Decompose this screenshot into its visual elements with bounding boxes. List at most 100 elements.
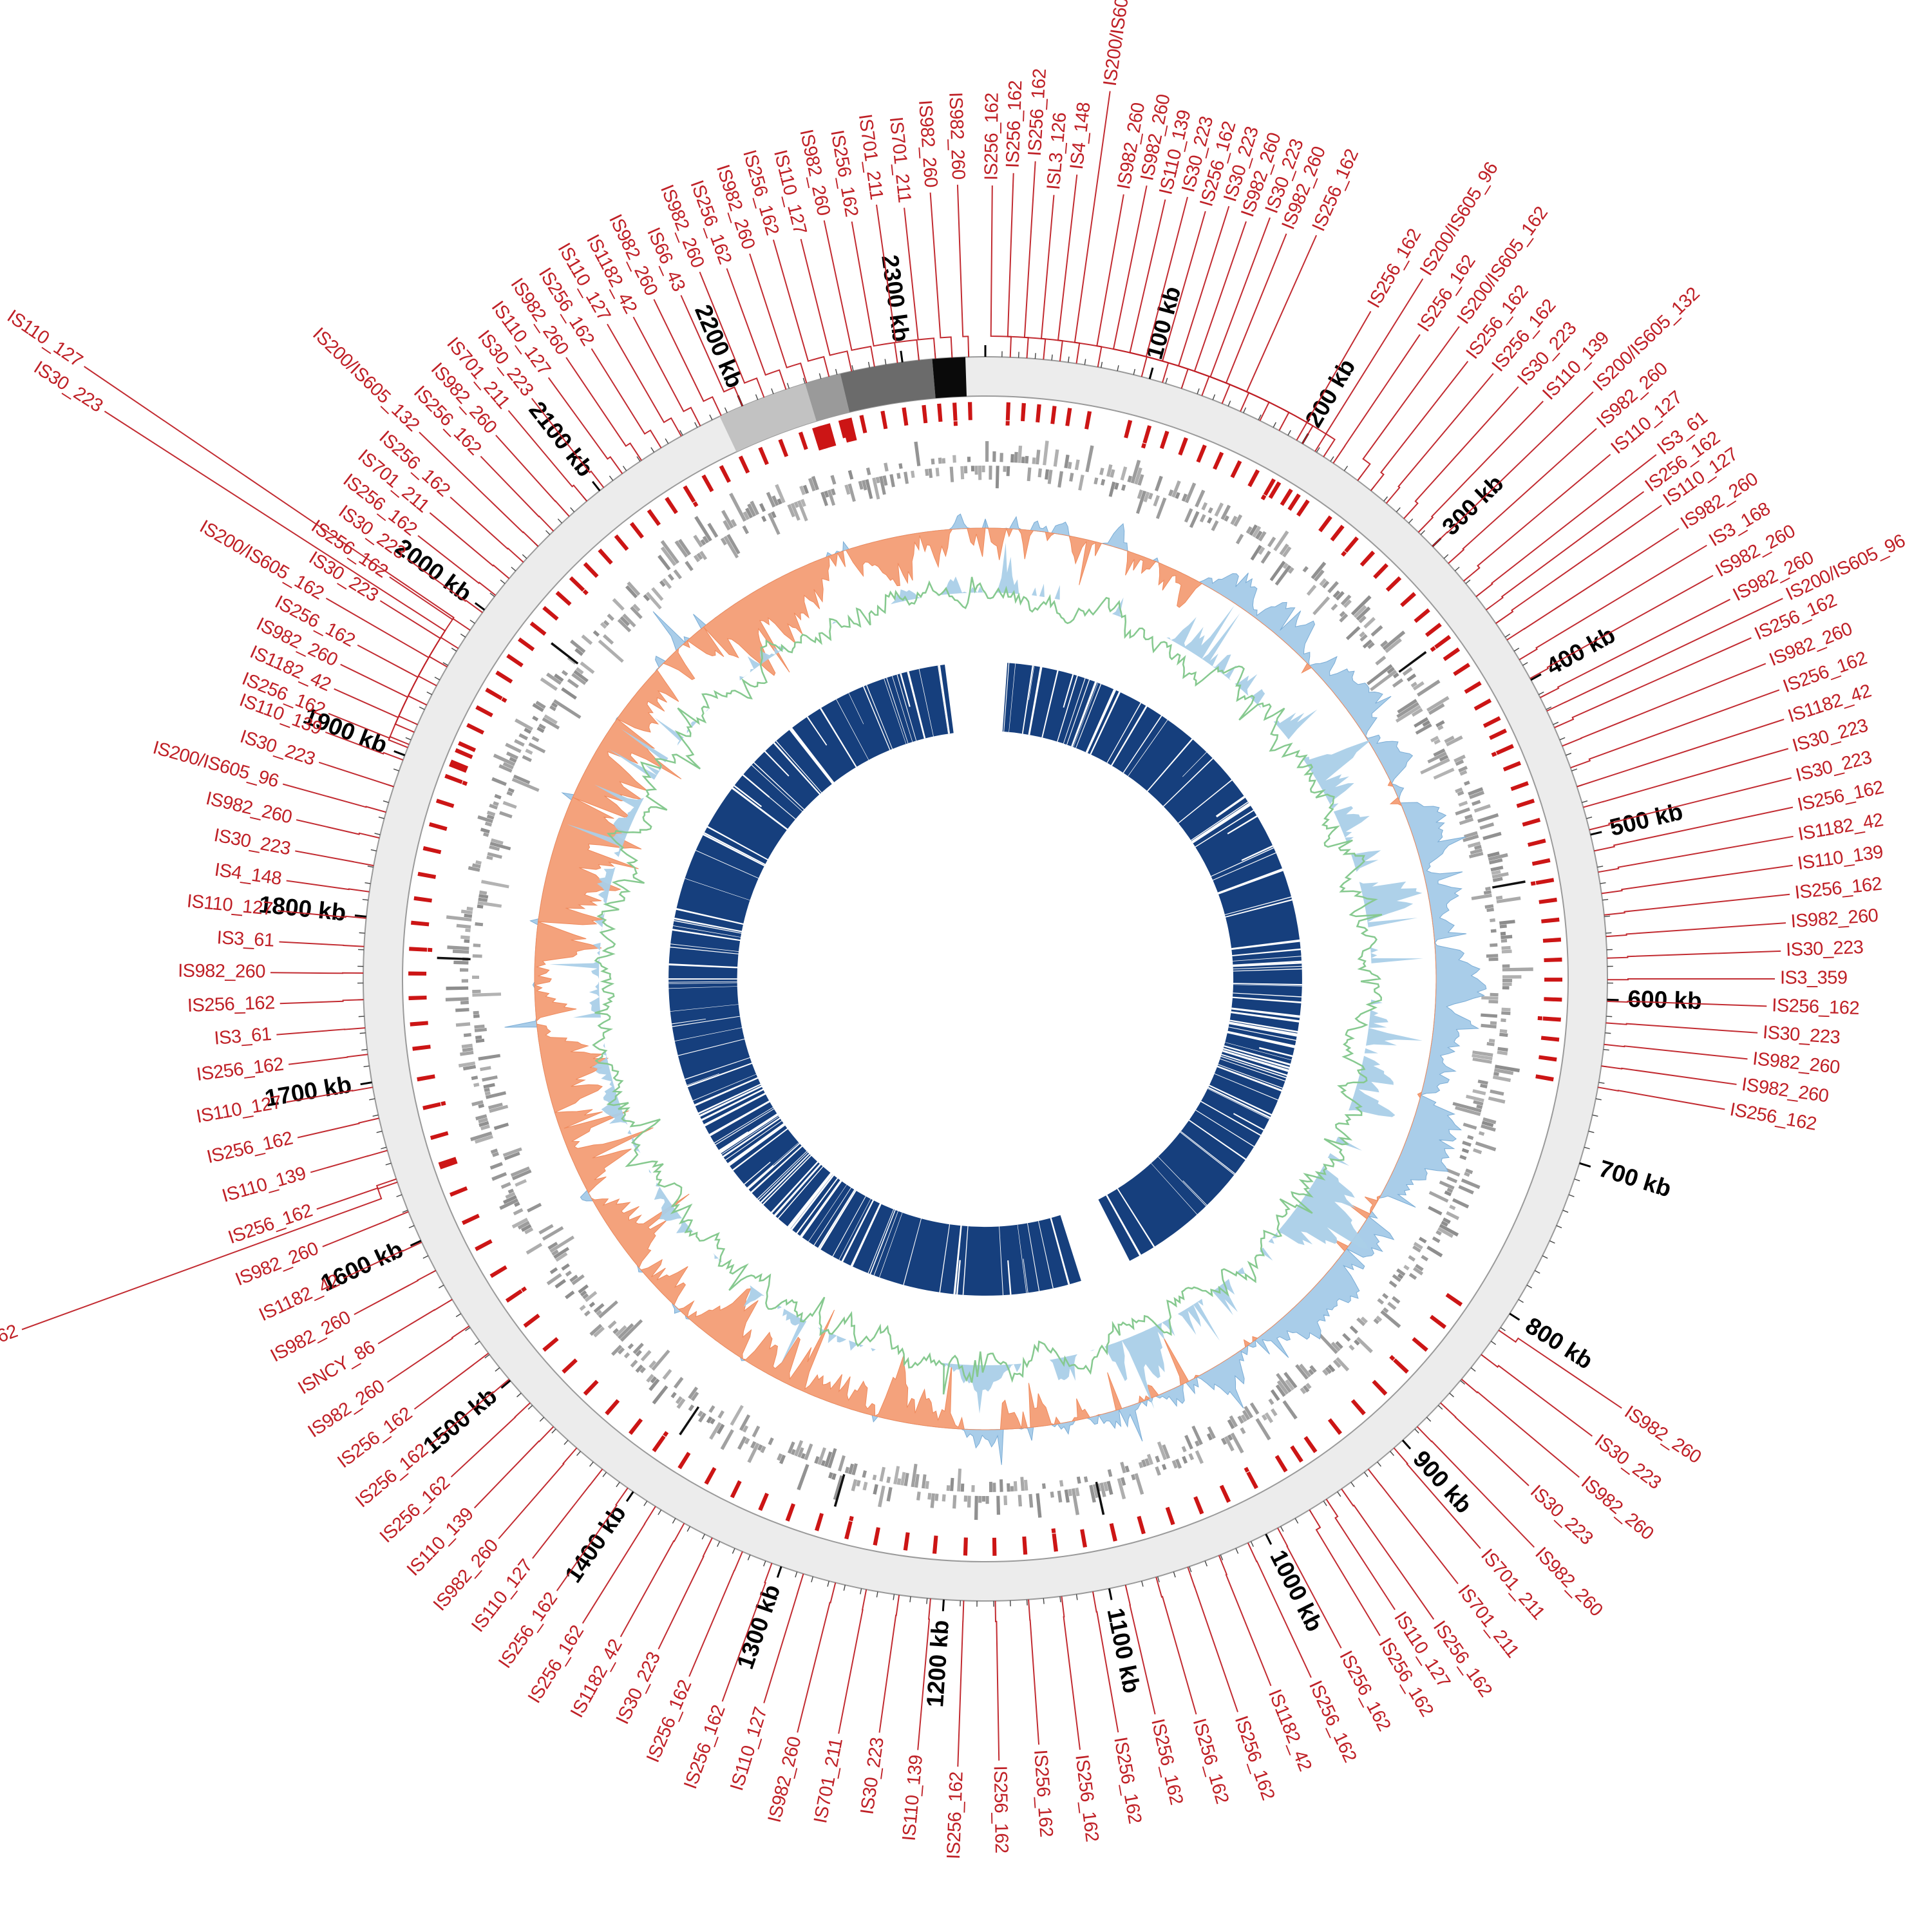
gene-bar <box>1426 1245 1443 1258</box>
gene-bar <box>700 539 706 545</box>
scale-tick <box>1538 691 1544 696</box>
coverage-gap-line <box>709 1100 770 1137</box>
is-connector <box>334 688 418 726</box>
gene-bar <box>1443 1217 1451 1224</box>
is-connector <box>878 1595 900 1733</box>
gene-black-mark <box>437 956 471 961</box>
is-connector <box>1589 777 1792 831</box>
gene-bar <box>1282 546 1292 558</box>
gene-bar <box>570 639 586 654</box>
scale-tick <box>1034 353 1036 359</box>
is-label: IS256_162 <box>1147 1717 1187 1807</box>
is-connector <box>480 455 554 532</box>
gene-bar <box>1162 1444 1170 1459</box>
gene-bar <box>578 1284 589 1294</box>
gene-bar <box>886 1487 893 1502</box>
gene-bar <box>474 1135 493 1144</box>
is-label: IS30_223 <box>1786 937 1864 960</box>
scale-tick <box>724 407 728 413</box>
is-connector <box>310 1150 388 1173</box>
gene-bar <box>957 1468 961 1492</box>
coverage-gap-line <box>698 1083 761 1115</box>
gene-bar <box>1446 1211 1459 1220</box>
gene-bar <box>486 1091 506 1099</box>
gene-bar <box>1220 504 1231 520</box>
gene-bar <box>514 739 525 747</box>
gene-bar <box>1013 1481 1018 1492</box>
coverage-gap-line <box>674 1027 743 1041</box>
coverage-gap-line <box>1122 715 1162 773</box>
is-connector <box>377 1298 453 1345</box>
scale-tick <box>1133 368 1136 375</box>
is-connector <box>565 357 642 461</box>
scale-tick <box>747 1555 751 1560</box>
scale-tick <box>545 530 551 535</box>
gene-bar <box>1339 611 1346 618</box>
gene-bar <box>505 743 522 753</box>
gene-bar <box>1370 670 1397 692</box>
gene-bar <box>1420 758 1450 775</box>
gene-bar <box>658 554 671 571</box>
is-label: IS256_162 <box>981 93 1002 180</box>
coverage-gap-line <box>775 741 822 793</box>
coverage-gap-line <box>1017 1224 1027 1293</box>
gene-bar <box>670 1392 677 1399</box>
is-mark <box>1080 1529 1087 1548</box>
is-mark <box>1434 635 1452 649</box>
gene-bar <box>1182 1455 1188 1464</box>
gene-bar <box>478 894 489 899</box>
gene-bar <box>1356 606 1371 621</box>
scale-tick <box>819 373 822 379</box>
gene-bar <box>866 467 871 475</box>
gene-bar <box>904 1473 909 1486</box>
is-mark <box>1022 1536 1028 1555</box>
is-label: IS256_162 <box>1794 873 1882 903</box>
scale-tick <box>378 817 384 819</box>
gene-bar <box>1422 720 1430 727</box>
is-label: IS256_162 <box>990 1765 1012 1853</box>
gene-bar <box>1486 1042 1495 1046</box>
gene-bar <box>627 581 641 596</box>
coverage-gap-line <box>1233 983 1302 986</box>
is-mark <box>1522 817 1541 827</box>
is-mark <box>1385 576 1402 592</box>
gene-bar <box>1354 1339 1360 1346</box>
scale-tick <box>1426 1417 1432 1422</box>
gene-bar <box>603 634 614 645</box>
scale-tick <box>616 1482 620 1488</box>
is-label: IS982_260 <box>764 1735 806 1825</box>
gene-bar <box>1021 457 1025 464</box>
gene-bar <box>1501 934 1513 940</box>
coverage-gap-line <box>706 826 768 860</box>
is-label: IS982_260 <box>945 91 969 180</box>
gene-bar <box>471 1100 484 1106</box>
gene-bar <box>693 554 701 562</box>
gene-bar <box>1468 787 1484 796</box>
coverage-gap-line <box>1227 1032 1295 1048</box>
gene-bar <box>475 1038 485 1043</box>
scale-tick <box>1396 507 1401 513</box>
gene-bar <box>1499 924 1507 929</box>
is-connector <box>823 220 875 367</box>
gene-bar <box>1155 497 1167 519</box>
gene-bar <box>851 1479 858 1492</box>
gene-bar <box>1020 1477 1025 1491</box>
coverage-gap-line <box>751 764 803 812</box>
scale-tick <box>527 1405 533 1410</box>
gene-bar <box>1155 1466 1161 1476</box>
is-mark <box>1540 1036 1560 1042</box>
gene-bar <box>479 890 488 895</box>
coverage-gap-line <box>672 1016 741 1027</box>
gene-bar <box>493 801 499 806</box>
gene-bar <box>596 1309 602 1316</box>
is-mark <box>1542 1016 1561 1022</box>
is-mark <box>518 637 535 652</box>
scale-tick <box>884 359 887 365</box>
coverage-gap-line <box>685 1057 751 1080</box>
is-label: IS200/IS605_132 <box>308 324 423 436</box>
gene-bar <box>574 648 583 656</box>
is-connector <box>417 535 497 596</box>
is-mark <box>1400 592 1416 607</box>
gene-bar <box>580 1290 587 1297</box>
coverage-gap-line <box>863 686 891 750</box>
